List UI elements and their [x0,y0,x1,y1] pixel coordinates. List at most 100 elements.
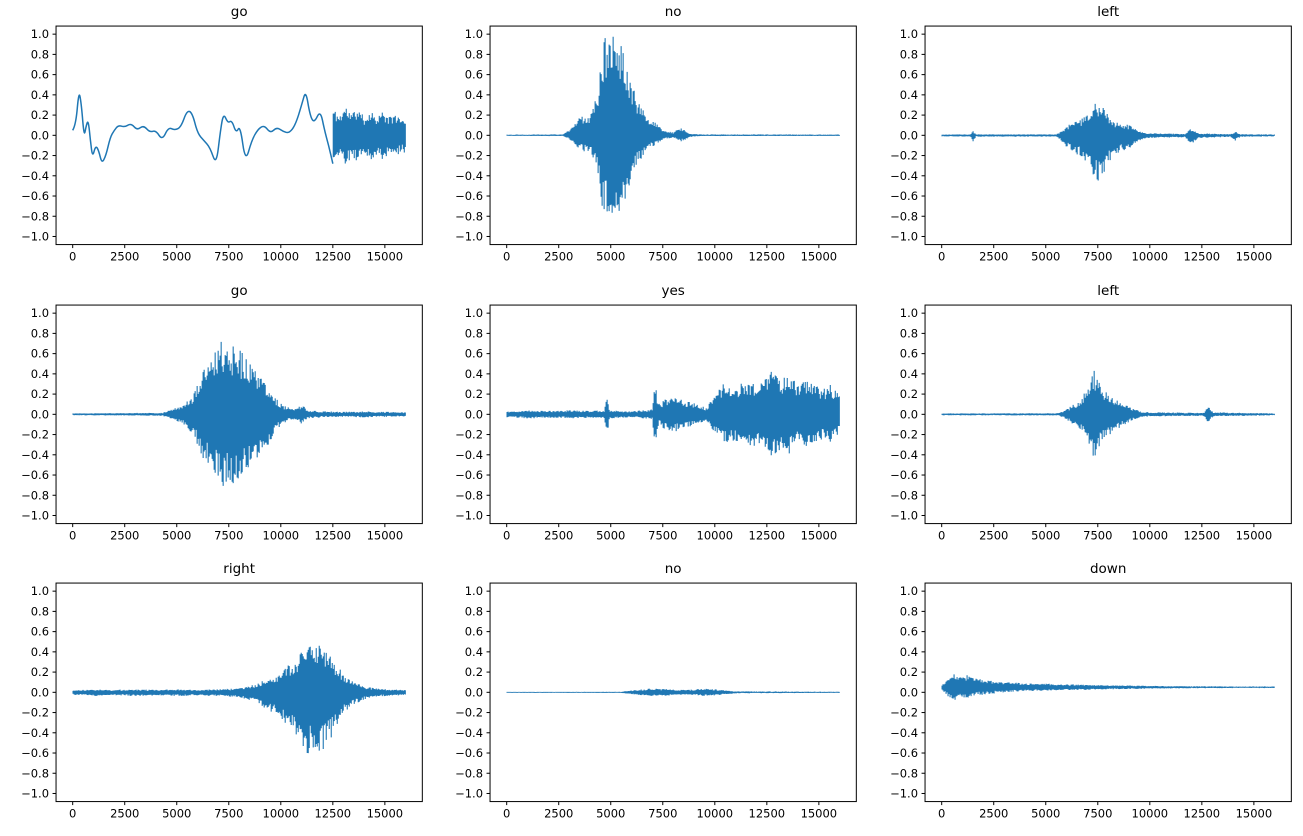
x-tick-label: 15000 [1235,807,1272,821]
x-tick-label: 2500 [544,807,573,821]
y-tick-label: −0.2 [21,706,49,720]
y-tick-label: −0.8 [890,488,918,502]
y-tick-label: −0.8 [890,767,918,781]
y-tick-label: −0.2 [455,149,483,163]
x-tick-label: 5000 [1031,528,1060,542]
y-tick-label: −0.4 [21,447,49,461]
subplot-title: no [665,4,682,20]
x-tick-label: 7500 [214,528,243,542]
y-tick-label: 0.2 [465,108,483,122]
y-tick-label: −0.8 [21,488,49,502]
y-tick-label: −0.8 [21,209,49,223]
subplot: down 0 2500 5000 7500 10000 12500 15000 1.0 0.8 0.… [869,557,1303,836]
y-tick-label: −1.0 [890,787,918,801]
y-tick-label: −1.0 [455,787,483,801]
subplot: left 0 2500 5000 7500 10000 12500 15000 1.0 0.8 0.… [869,279,1303,558]
y-tick-label: −0.2 [890,706,918,720]
y-tick-label: −0.6 [890,746,918,760]
y-tick-label: 0.8 [31,326,49,340]
x-tick-label: 7500 [648,250,677,264]
waveform-plot: yes 0 2500 5000 7500 10000 12500 15000 1.0 0.8 0.6… [455,283,858,542]
y-tick-label: −0.2 [455,427,483,441]
y-tick-label: 0.4 [465,88,483,102]
waveform-plot: go 0 2500 5000 7500 10000 12500 15000 1.0 0.8 0.6 0… [21,4,423,264]
x-tick-label: 2500 [110,528,139,542]
waveform-plot: right 0 2500 5000 7500 10000 12500 15000 1.0 0.8 0… [21,561,423,821]
x-tick-label: 10000 [263,807,300,821]
y-tick-label: −0.6 [21,468,49,482]
subplot: go 0 2500 5000 7500 10000 12500 15000 1.0 0.8 0.6 0… [0,0,434,279]
y-tick-label: 0.6 [465,346,483,360]
x-tick-label: 0 [69,807,76,821]
y-tick-label: 1.0 [899,306,917,320]
y-tick-label: −0.2 [890,149,918,163]
waveform-trace [506,36,841,213]
y-tick-label: −0.6 [455,468,483,482]
y-tick-label: 1.0 [465,27,483,41]
y-tick-label: 0.2 [899,387,917,401]
y-tick-label: 0.8 [899,326,917,340]
y-tick-label: −1.0 [21,508,49,522]
waveform-trace [941,674,1275,701]
y-tick-label: −1.0 [21,787,49,801]
y-tick-label: 0.0 [31,686,49,700]
x-tick-label: 7500 [648,807,677,821]
y-tick-label: −0.4 [455,447,483,461]
x-tick-label: 15000 [801,250,838,264]
subplot-title: right [223,561,255,577]
x-tick-label: 15000 [801,528,838,542]
y-tick-label: −1.0 [890,508,918,522]
y-tick-label: −0.2 [21,149,49,163]
waveform-trace [506,371,841,455]
y-tick-label: 0.4 [899,645,917,659]
y-tick-label: −0.4 [455,726,483,740]
x-tick-label: 10000 [1131,250,1168,264]
y-tick-label: −0.2 [890,427,918,441]
y-tick-label: 0.0 [465,128,483,142]
x-tick-label: 5000 [1031,807,1060,821]
x-tick-label: 7500 [1083,807,1112,821]
y-tick-label: −0.4 [890,447,918,461]
y-tick-label: 1.0 [465,306,483,320]
x-tick-label: 0 [938,807,945,821]
y-tick-label: 0.2 [465,387,483,401]
x-tick-label: 10000 [263,528,300,542]
waveform-plot: no 0 2500 5000 7500 10000 12500 15000 1.0 0.8 0.6 0… [455,4,858,264]
subplot-title: left [1097,4,1119,20]
y-tick-label: −0.4 [21,169,49,183]
waveform-plot: left 0 2500 5000 7500 10000 12500 15000 1.0 0.8 0.… [890,283,1292,542]
y-tick-label: 0.8 [31,605,49,619]
x-tick-label: 10000 [1131,807,1168,821]
x-tick-label: 12500 [1183,807,1220,821]
x-tick-label: 12500 [749,807,786,821]
y-tick-label: −0.6 [21,189,49,203]
x-tick-label: 15000 [1235,528,1272,542]
x-tick-label: 7500 [1083,250,1112,264]
x-tick-label: 10000 [263,250,300,264]
x-tick-label: 15000 [367,807,404,821]
y-tick-label: −0.4 [890,726,918,740]
y-tick-label: 0.8 [899,47,917,61]
x-tick-label: 12500 [315,807,352,821]
x-tick-label: 10000 [697,250,734,264]
y-tick-label: −1.0 [455,508,483,522]
y-tick-label: −0.6 [890,189,918,203]
y-tick-label: 0.0 [899,128,917,142]
x-tick-label: 0 [503,250,510,264]
waveform-trace [941,370,1275,456]
y-tick-label: 0.2 [31,108,49,122]
y-tick-label: −1.0 [21,229,49,243]
x-tick-label: 15000 [367,528,404,542]
y-tick-label: 1.0 [899,584,917,598]
y-tick-label: −0.8 [455,209,483,223]
y-tick-label: 0.6 [899,625,917,639]
y-tick-label: 1.0 [899,27,917,41]
y-tick-label: −0.8 [455,767,483,781]
y-tick-label: 0.4 [899,88,917,102]
x-tick-label: 2500 [110,250,139,264]
x-tick-label: 5000 [596,807,625,821]
y-tick-label: 0.2 [31,665,49,679]
waveform-trace [72,646,406,754]
waveform-trace [506,688,841,697]
